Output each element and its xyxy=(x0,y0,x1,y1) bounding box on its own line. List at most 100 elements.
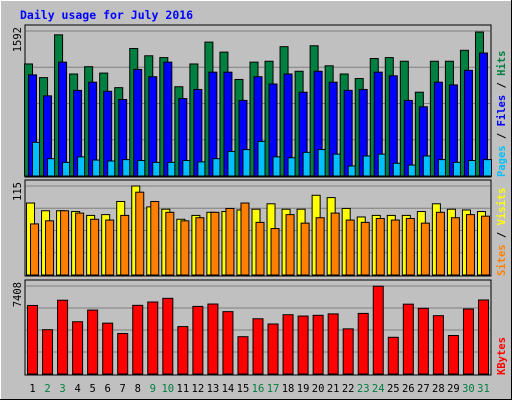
bar-visitors-sites-day-30 xyxy=(465,214,475,276)
bar-kbytes-kbytes-day-22 xyxy=(342,328,354,375)
legend-visitors: Sites / Visits xyxy=(496,187,508,276)
bar-visitors-sites-day-23 xyxy=(360,221,370,276)
x-tick-label-day-1: 1 xyxy=(29,383,35,395)
bar-kbytes-kbytes-day-7 xyxy=(117,332,129,375)
x-tick-label-day-7: 7 xyxy=(120,383,126,395)
bar-visitors-sites-day-19 xyxy=(300,222,310,276)
bar-visitors-sites-day-29 xyxy=(450,217,460,276)
bar-requests-files-day-9 xyxy=(148,76,158,177)
x-tick-label-day-4: 4 xyxy=(74,383,80,395)
bar-visitors-sites-day-16 xyxy=(255,221,265,276)
x-tick-label-day-25: 25 xyxy=(387,383,400,395)
y-axis-max-label-visitors: 115 xyxy=(12,182,24,201)
bar-requests-files-day-31 xyxy=(478,52,488,177)
legend-separator: / xyxy=(496,76,508,95)
bar-visitors-sites-day-13 xyxy=(210,211,220,276)
bar-kbytes-kbytes-day-17 xyxy=(267,323,279,375)
x-tick-label-day-31: 31 xyxy=(477,383,490,395)
chart-title: Daily usage for July 2016 xyxy=(20,8,193,22)
legend-separator: / xyxy=(496,126,508,145)
bar-visitors-sites-day-24 xyxy=(375,218,385,276)
bar-requests-files-day-22 xyxy=(343,89,353,177)
bar-kbytes-kbytes-day-24 xyxy=(372,285,384,375)
bar-visitors-sites-day-5 xyxy=(90,218,100,276)
bar-kbytes-kbytes-day-23 xyxy=(357,312,369,375)
bar-visitors-sites-day-31 xyxy=(480,215,490,276)
bar-kbytes-kbytes-day-15 xyxy=(237,336,249,375)
x-tick-label-day-10: 10 xyxy=(161,383,174,395)
bar-kbytes-kbytes-day-14 xyxy=(222,311,234,375)
bar-kbytes-kbytes-day-21 xyxy=(327,313,339,375)
bar-visitors-sites-day-27 xyxy=(420,222,430,276)
bar-requests-files-day-3 xyxy=(58,61,68,177)
x-tick-label-day-29: 29 xyxy=(447,383,460,395)
bar-kbytes-kbytes-day-30 xyxy=(462,308,474,375)
bar-visitors-sites-day-21 xyxy=(330,212,340,276)
bar-kbytes-kbytes-day-11 xyxy=(177,326,189,375)
x-tick-label-day-26: 26 xyxy=(402,383,415,395)
legend-item-files: Files xyxy=(496,95,508,127)
bar-kbytes-kbytes-day-29 xyxy=(447,335,459,375)
x-axis-tick-labels: 1 2 3 4 5 6 7 8 9 10 11 12 13 14 15 16 17 18 19 20 21 22 23 24 2… xyxy=(29,383,489,395)
panel-requests: 1592 Pages / Files / Hits xyxy=(12,24,508,178)
bar-kbytes-kbytes-day-27 xyxy=(417,307,429,375)
panels-layer: 1592 Pages / Files / Hits 115 Sites / Visit… xyxy=(12,24,508,376)
x-tick-label-day-18: 18 xyxy=(282,383,295,395)
bar-kbytes-kbytes-day-18 xyxy=(282,314,294,375)
x-tick-label-day-15: 15 xyxy=(237,383,250,395)
legend-item-visits: Visits xyxy=(496,187,508,225)
bar-visitors-sites-day-1 xyxy=(30,223,40,276)
x-tick-label-day-14: 14 xyxy=(222,383,235,395)
bar-visitors-sites-day-15 xyxy=(240,202,250,276)
bar-visitors-sites-day-4 xyxy=(75,212,85,276)
x-tick-label-day-28: 28 xyxy=(432,383,445,395)
x-tick-label-day-17: 17 xyxy=(267,383,280,395)
bar-kbytes-kbytes-day-8 xyxy=(132,304,144,375)
bar-requests-pages-day-31 xyxy=(482,159,492,177)
x-tick-label-day-8: 8 xyxy=(135,383,141,395)
bar-visitors-sites-day-17 xyxy=(270,228,280,276)
bar-kbytes-kbytes-day-9 xyxy=(147,301,159,375)
x-tick-label-day-9: 9 xyxy=(150,383,156,395)
bar-visitors-sites-day-22 xyxy=(345,219,355,276)
panel-visitors: 115 Sites / Visits xyxy=(12,179,508,277)
bar-kbytes-kbytes-day-4 xyxy=(72,321,84,375)
x-tick-label-day-11: 11 xyxy=(177,383,190,395)
bar-visitors-sites-day-7 xyxy=(120,214,130,276)
x-tick-label-day-12: 12 xyxy=(192,383,205,395)
legend-item-pages: Pages xyxy=(496,145,508,177)
bar-requests-files-day-25 xyxy=(388,75,398,177)
bar-kbytes-kbytes-day-19 xyxy=(297,315,309,375)
x-tick-label-day-13: 13 xyxy=(207,383,220,395)
bar-kbytes-kbytes-day-2 xyxy=(42,329,54,375)
y-axis-max-label-requests: 1592 xyxy=(12,27,24,52)
legend-item-kbytes: KBytes xyxy=(496,337,508,375)
panel-kbytes: 7408 KBytes xyxy=(12,279,508,376)
x-tick-label-day-27: 27 xyxy=(417,383,430,395)
legend-separator: / xyxy=(496,225,508,244)
x-tick-label-day-6: 6 xyxy=(105,383,111,395)
bar-kbytes-kbytes-day-13 xyxy=(207,303,219,375)
bar-visitors-sites-day-14 xyxy=(225,207,235,276)
bar-kbytes-kbytes-day-6 xyxy=(102,322,114,375)
x-tick-label-day-19: 19 xyxy=(297,383,310,395)
bar-kbytes-kbytes-day-25 xyxy=(387,336,399,375)
bar-visitors-sites-day-20 xyxy=(315,217,325,276)
x-tick-label-day-24: 24 xyxy=(372,383,385,395)
legend-item-hits: Hits xyxy=(496,51,508,76)
bar-kbytes-kbytes-day-10 xyxy=(162,297,174,375)
bar-visitors-sites-day-10 xyxy=(165,211,175,276)
bar-visitors-sites-day-6 xyxy=(105,219,115,276)
bar-kbytes-kbytes-day-20 xyxy=(312,314,324,375)
x-tick-label-day-21: 21 xyxy=(327,383,340,395)
bar-kbytes-kbytes-day-3 xyxy=(57,299,69,375)
bar-visitors-sites-day-26 xyxy=(405,218,415,276)
bar-visitors-sites-day-2 xyxy=(45,220,55,276)
y-axis-max-label-kbytes: 7408 xyxy=(12,282,24,307)
bar-visitors-sites-day-12 xyxy=(195,217,205,276)
bar-requests-files-day-10 xyxy=(163,61,173,177)
bar-visitors-sites-day-11 xyxy=(180,220,190,276)
bar-kbytes-kbytes-day-16 xyxy=(252,318,264,375)
bar-requests-files-day-8 xyxy=(133,68,143,177)
